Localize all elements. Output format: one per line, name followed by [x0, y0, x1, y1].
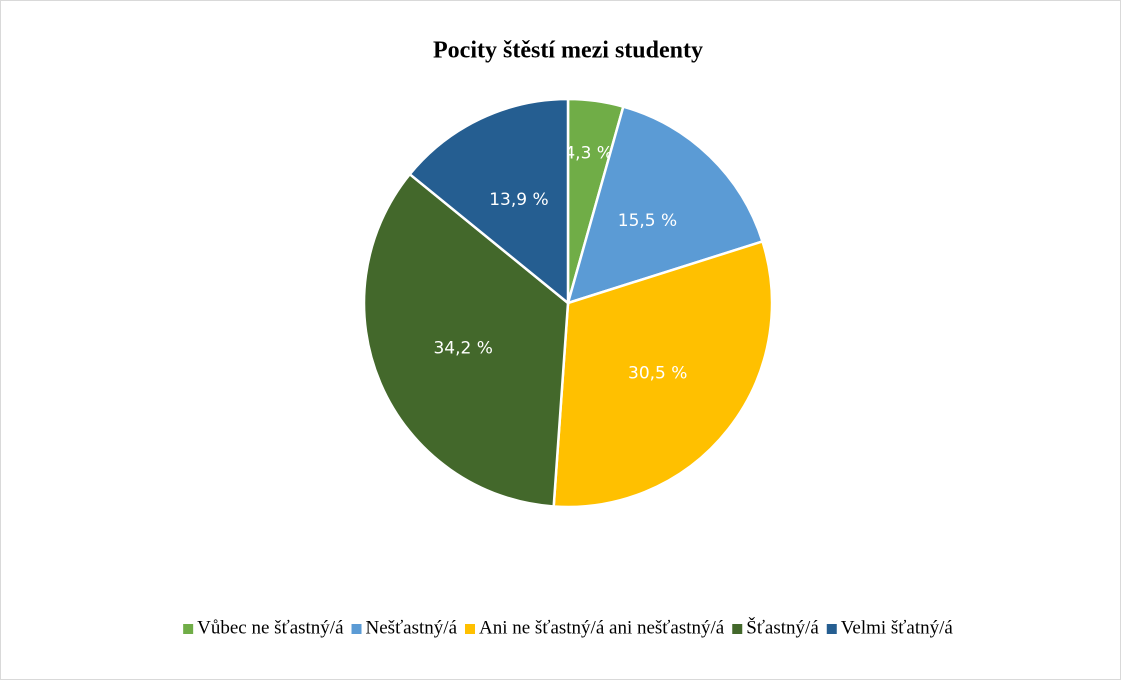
pie-slice — [552, 239, 774, 509]
data-label: 13,9 % — [489, 190, 548, 210]
data-label: 34,2 % — [433, 338, 492, 358]
pie-slice — [566, 105, 765, 305]
legend-label: Vůbec ne šťastný/á — [197, 617, 344, 638]
chart-title: Pocity štěstí mezi studenty — [433, 38, 703, 64]
legend-label: Velmi šťatný/á — [841, 617, 954, 638]
legend-label: Nešťastný/á — [366, 617, 458, 638]
data-label: 30,5 % — [628, 364, 687, 384]
legend-label: Šťastný/á — [746, 616, 819, 638]
legend-marker — [826, 624, 837, 634]
legend-marker — [183, 624, 194, 634]
data-label: 15,5 % — [618, 211, 677, 231]
legend-marker — [465, 624, 475, 634]
pie-slice — [408, 97, 570, 306]
legend-marker — [732, 624, 743, 634]
pie-slice — [362, 172, 570, 508]
legend-label: Ani ne šťastný/á ani nešťastný/á — [479, 617, 725, 638]
data-label: 4,3 % — [564, 143, 613, 163]
legend-marker — [351, 624, 362, 634]
